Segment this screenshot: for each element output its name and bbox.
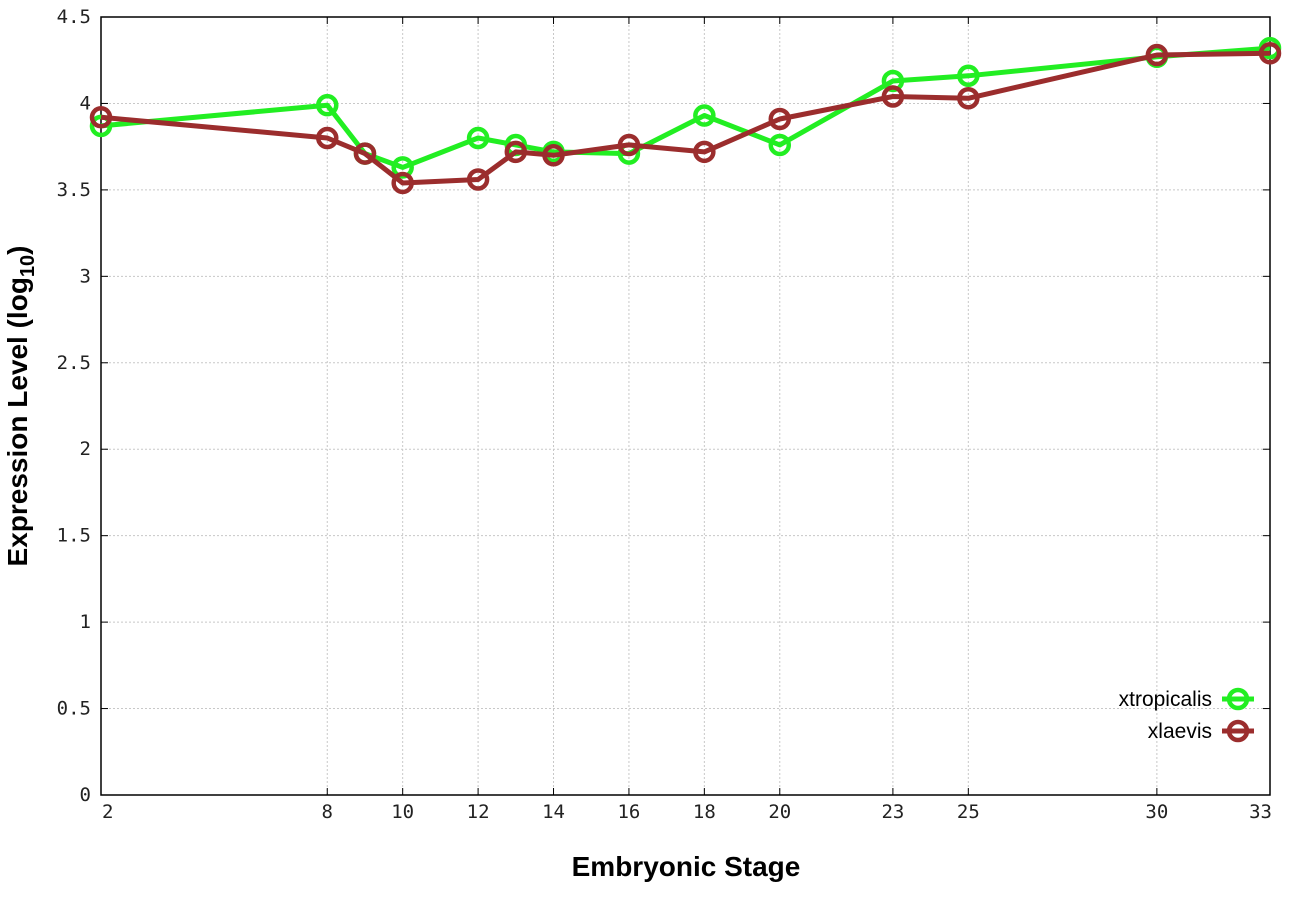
data-point bbox=[881, 69, 905, 93]
data-point bbox=[89, 106, 113, 129]
data-point bbox=[542, 144, 565, 167]
data-point bbox=[957, 87, 980, 110]
x-tick-label: 30 bbox=[1145, 801, 1168, 823]
y-axis-title: Expression Level (log10) bbox=[2, 246, 39, 567]
plot-frame bbox=[100, 16, 1271, 796]
y-tick-label: 1.5 bbox=[57, 525, 91, 547]
y-tick-label: 4 bbox=[80, 92, 91, 114]
x-tick-label: 23 bbox=[881, 801, 904, 823]
grid-lines bbox=[101, 17, 1270, 795]
data-point bbox=[504, 140, 528, 164]
x-tick-label: 2 bbox=[102, 801, 113, 823]
data-point bbox=[466, 126, 490, 150]
legend: xtropicalis xlaevis bbox=[1119, 687, 1254, 743]
x-tick-label: 12 bbox=[467, 801, 490, 823]
y-tick-label: 2.5 bbox=[57, 352, 91, 374]
data-point bbox=[768, 107, 792, 131]
y-axis-title-subscript: 10 bbox=[17, 255, 39, 277]
data-point bbox=[693, 104, 716, 127]
y-tick-label: 4.5 bbox=[57, 6, 91, 28]
y-tick-label: 3.5 bbox=[57, 179, 91, 201]
x-tick-label: 10 bbox=[391, 801, 414, 823]
data-point bbox=[1145, 43, 1169, 67]
legend-swatch-marker bbox=[1226, 687, 1250, 711]
x-axis-title: Embryonic Stage bbox=[572, 851, 801, 882]
data-point bbox=[881, 85, 905, 108]
x-tick-label: 33 bbox=[1249, 801, 1272, 823]
legend-swatch-marker bbox=[1226, 719, 1250, 743]
data-point bbox=[693, 140, 716, 164]
x-tick-label: 25 bbox=[957, 801, 980, 823]
data-point bbox=[353, 142, 377, 165]
axis-ticks: 2 8 10 12 14 16 18 20 23 25 30 33 0 0.5 1 1.5 2 2.5 3 3.5 4 4… bbox=[57, 6, 1272, 823]
y-tick-label: 2 bbox=[80, 438, 91, 460]
y-tick-label: 3 bbox=[80, 265, 91, 287]
legend-label: xlaevis bbox=[1148, 720, 1212, 743]
series-line bbox=[100, 50, 1271, 186]
data-point bbox=[1258, 42, 1282, 65]
y-tick-label: 1 bbox=[80, 611, 91, 633]
series-xtropicalis bbox=[89, 36, 1282, 179]
data-point bbox=[768, 133, 792, 157]
x-tick-label: 18 bbox=[693, 801, 716, 823]
series-group bbox=[89, 36, 1282, 195]
data-point bbox=[316, 93, 339, 117]
data-point bbox=[316, 126, 339, 150]
data-point bbox=[617, 133, 641, 157]
data-point bbox=[957, 64, 980, 88]
y-tick-label: 0.5 bbox=[57, 698, 91, 720]
x-tick-label: 20 bbox=[768, 801, 791, 823]
data-point bbox=[391, 171, 414, 195]
x-tick-label: 8 bbox=[322, 801, 333, 823]
data-point bbox=[89, 114, 113, 138]
legend-label: xtropicalis bbox=[1119, 688, 1212, 711]
x-tick-label: 14 bbox=[542, 801, 565, 823]
x-tick-label: 16 bbox=[617, 801, 640, 823]
data-point bbox=[466, 168, 490, 191]
series-xlaevis bbox=[89, 42, 1282, 195]
y-tick-label: 0 bbox=[80, 784, 91, 806]
data-point bbox=[391, 156, 414, 179]
